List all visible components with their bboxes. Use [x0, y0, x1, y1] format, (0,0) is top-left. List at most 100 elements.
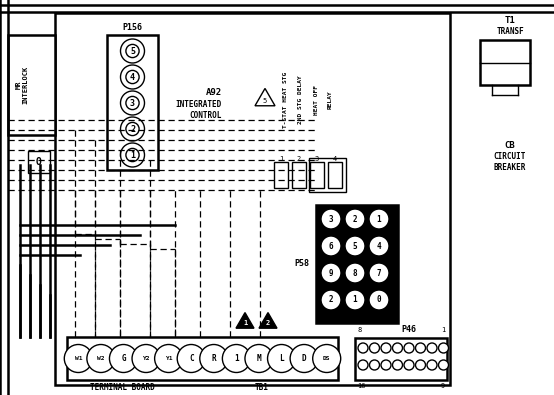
Text: 4: 4 — [333, 156, 337, 162]
Text: 9: 9 — [329, 269, 334, 278]
Circle shape — [439, 343, 449, 353]
Text: TERMINAL BOARD: TERMINAL BOARD — [90, 382, 155, 391]
Text: 5: 5 — [263, 98, 267, 104]
Text: 2: 2 — [329, 295, 334, 305]
Circle shape — [369, 209, 389, 229]
Circle shape — [345, 290, 365, 310]
Circle shape — [381, 343, 391, 353]
Circle shape — [427, 360, 437, 370]
Text: 1: 1 — [279, 156, 283, 162]
Text: TB1: TB1 — [255, 382, 269, 391]
Circle shape — [381, 360, 391, 370]
Circle shape — [404, 343, 414, 353]
Text: P58: P58 — [295, 260, 310, 269]
Circle shape — [369, 263, 389, 283]
Circle shape — [312, 344, 341, 372]
Text: 1: 1 — [243, 320, 247, 326]
Text: 3: 3 — [315, 156, 319, 162]
Polygon shape — [259, 312, 277, 328]
Text: P46: P46 — [402, 325, 417, 335]
Text: 6: 6 — [329, 241, 334, 250]
Bar — [107, 35, 158, 170]
Circle shape — [321, 236, 341, 256]
Circle shape — [64, 344, 93, 372]
Text: 2: 2 — [266, 320, 270, 326]
Bar — [67, 337, 338, 380]
Bar — [328, 162, 342, 188]
Circle shape — [121, 91, 145, 115]
Circle shape — [121, 143, 145, 167]
Circle shape — [321, 209, 341, 229]
Text: 1: 1 — [441, 327, 445, 333]
Text: 8: 8 — [357, 327, 361, 333]
Bar — [310, 162, 324, 188]
Circle shape — [132, 344, 160, 372]
Text: Y2: Y2 — [142, 356, 150, 361]
Text: BREAKER: BREAKER — [494, 162, 526, 171]
Polygon shape — [236, 312, 254, 328]
Bar — [55, 13, 450, 385]
Circle shape — [321, 290, 341, 310]
Circle shape — [416, 360, 425, 370]
Circle shape — [439, 360, 449, 370]
Text: P156: P156 — [122, 23, 142, 32]
Circle shape — [245, 344, 273, 372]
Text: O: O — [36, 157, 42, 167]
Circle shape — [345, 236, 365, 256]
Text: 1: 1 — [234, 354, 239, 363]
Text: M: M — [257, 354, 261, 363]
Text: HEAT OFF: HEAT OFF — [314, 85, 319, 115]
Text: CB: CB — [505, 141, 515, 149]
Text: 0: 0 — [377, 295, 381, 305]
Text: 16: 16 — [357, 383, 366, 389]
Bar — [8, 35, 55, 135]
Bar — [292, 162, 306, 188]
Text: 5: 5 — [130, 47, 135, 56]
Text: 3: 3 — [329, 214, 334, 224]
Text: 2: 2 — [353, 214, 357, 224]
Circle shape — [392, 343, 403, 353]
Bar — [355, 338, 447, 380]
Text: 4: 4 — [377, 241, 381, 250]
Text: Y1: Y1 — [165, 356, 172, 361]
Text: 5: 5 — [353, 241, 357, 250]
Circle shape — [392, 360, 403, 370]
Circle shape — [121, 65, 145, 89]
Circle shape — [358, 360, 368, 370]
Circle shape — [121, 117, 145, 141]
Circle shape — [110, 344, 137, 372]
Circle shape — [126, 70, 139, 84]
Bar — [274, 162, 288, 188]
Text: 7: 7 — [377, 269, 381, 278]
Text: CONTROL: CONTROL — [189, 111, 222, 120]
Text: INTEGRATED: INTEGRATED — [176, 100, 222, 109]
Text: 2: 2 — [297, 156, 301, 162]
Text: 3: 3 — [130, 98, 135, 107]
Text: A92: A92 — [206, 88, 222, 96]
Circle shape — [370, 343, 379, 353]
Text: DS: DS — [323, 356, 330, 361]
Text: R: R — [212, 354, 216, 363]
Text: T-STAT HEAT STG: T-STAT HEAT STG — [283, 72, 288, 128]
Text: 2: 2 — [130, 124, 135, 134]
Text: T1: T1 — [505, 15, 515, 24]
Circle shape — [321, 263, 341, 283]
Circle shape — [345, 263, 365, 283]
Circle shape — [268, 344, 295, 372]
Text: 1: 1 — [353, 295, 357, 305]
Circle shape — [369, 236, 389, 256]
Text: 9: 9 — [441, 383, 445, 389]
Text: MR
INTERLOCK: MR INTERLOCK — [16, 66, 28, 104]
Bar — [480, 40, 530, 85]
Circle shape — [416, 343, 425, 353]
Circle shape — [369, 290, 389, 310]
Text: W1: W1 — [75, 356, 82, 361]
Circle shape — [126, 96, 139, 109]
Circle shape — [155, 344, 183, 372]
Text: 4: 4 — [130, 73, 135, 81]
Circle shape — [126, 122, 139, 135]
Circle shape — [358, 343, 368, 353]
Circle shape — [290, 344, 318, 372]
Bar — [316, 205, 398, 323]
Text: 2ND STG DELAY: 2ND STG DELAY — [297, 75, 302, 124]
